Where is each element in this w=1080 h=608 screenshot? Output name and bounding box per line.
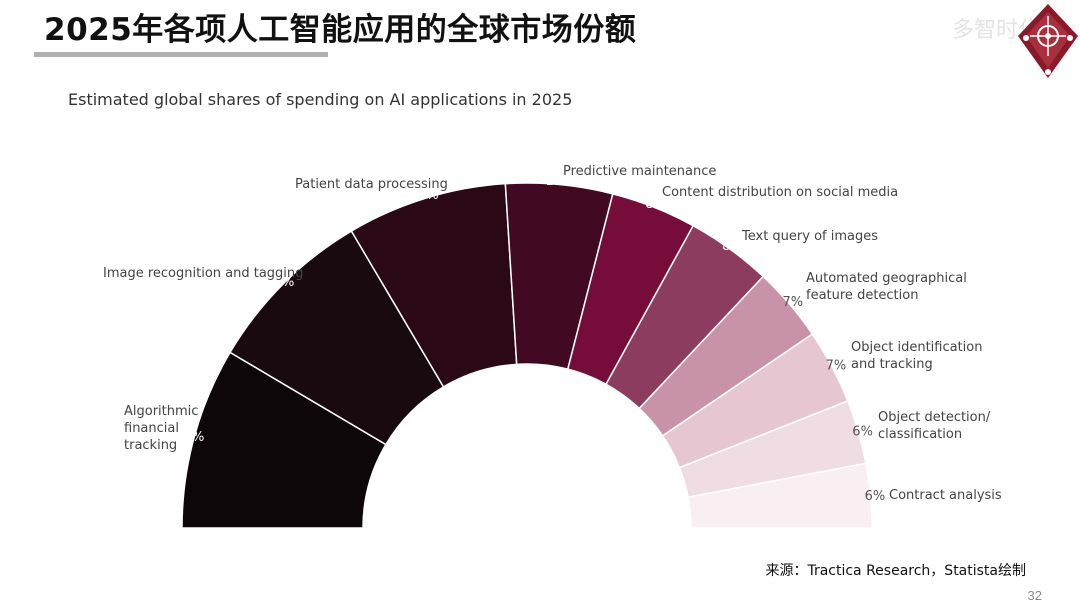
value-label: 8% (645, 197, 666, 212)
slide-title: 2025年各项人工智能应用的全球市场份额 (44, 12, 637, 48)
value-label: 15% (410, 188, 439, 203)
category-label: Contract analysis (889, 488, 1002, 503)
category-label: Image recognition and tagging (103, 266, 303, 281)
value-label: 16% (265, 275, 294, 290)
category-label: Object detection/classification (878, 410, 991, 442)
category-label: Content distribution on social media (662, 185, 898, 200)
category-label: Predictive maintenance (563, 164, 716, 179)
page-number: 32 (1027, 588, 1042, 603)
value-label: 6% (852, 424, 873, 439)
value-label: 17% (175, 430, 204, 445)
category-label: Algorithmic financial tracking (124, 404, 198, 453)
slice-contract-analysis (687, 462, 873, 529)
category-label: Automated geographical feature detection (806, 271, 967, 303)
value-label: 10% (545, 174, 574, 189)
value-label: 6% (865, 489, 886, 504)
category-label: Object identification and tracking (851, 340, 983, 372)
chart-title: Estimated global shares of spending on A… (68, 90, 573, 109)
maroon-diamond-logo-icon (1018, 4, 1078, 78)
category-label: Text query of images (741, 229, 878, 244)
value-label: 7% (826, 358, 847, 373)
category-label: Patient data processing (295, 177, 448, 192)
title-underline (34, 52, 328, 57)
source-note: 来源：Tractica Research，Statista绘制 (765, 563, 1026, 579)
value-label: 7% (782, 295, 803, 310)
value-label: 8% (722, 239, 743, 254)
